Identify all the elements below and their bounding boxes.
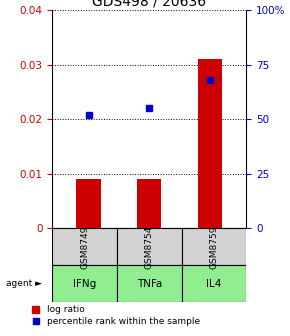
Bar xyxy=(182,265,246,302)
Bar xyxy=(182,228,246,265)
Bar xyxy=(77,179,101,228)
Text: TNFa: TNFa xyxy=(137,279,162,289)
Bar xyxy=(52,265,117,302)
Bar xyxy=(52,228,117,265)
Text: GSM8749: GSM8749 xyxy=(80,225,89,269)
Text: IL4: IL4 xyxy=(206,279,222,289)
Legend: log ratio, percentile rank within the sample: log ratio, percentile rank within the sa… xyxy=(32,305,200,326)
Bar xyxy=(198,59,222,228)
Text: IFNg: IFNg xyxy=(73,279,96,289)
Bar xyxy=(117,265,182,302)
Bar xyxy=(137,179,162,228)
Bar xyxy=(117,228,182,265)
Title: GDS498 / 20636: GDS498 / 20636 xyxy=(92,0,206,9)
Text: GSM8759: GSM8759 xyxy=(210,225,219,269)
Text: agent ►: agent ► xyxy=(6,280,42,288)
Text: GSM8754: GSM8754 xyxy=(145,225,154,269)
